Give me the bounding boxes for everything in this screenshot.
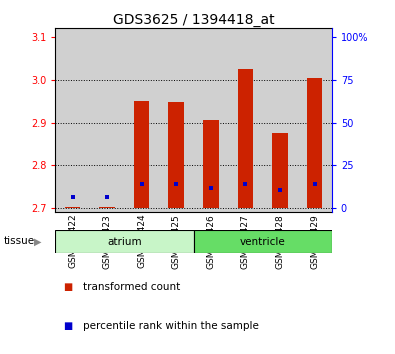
- Bar: [238, 69, 253, 208]
- Bar: [169, 102, 184, 208]
- Bar: [194, 230, 332, 253]
- Text: ■: ■: [63, 282, 72, 292]
- Bar: [134, 101, 149, 208]
- Bar: [100, 207, 115, 208]
- Bar: [203, 120, 218, 208]
- Text: ventricle: ventricle: [240, 236, 286, 247]
- Bar: [90, 28, 124, 212]
- Text: transformed count: transformed count: [83, 282, 180, 292]
- Bar: [263, 28, 297, 212]
- Bar: [297, 28, 332, 212]
- Text: ■: ■: [63, 321, 72, 331]
- Text: percentile rank within the sample: percentile rank within the sample: [83, 321, 259, 331]
- Bar: [55, 28, 90, 212]
- Bar: [55, 230, 194, 253]
- Title: GDS3625 / 1394418_at: GDS3625 / 1394418_at: [113, 13, 275, 27]
- Text: ▶: ▶: [34, 236, 41, 246]
- Text: atrium: atrium: [107, 236, 142, 247]
- Bar: [159, 28, 194, 212]
- Text: tissue: tissue: [4, 236, 35, 246]
- Bar: [307, 78, 322, 208]
- Bar: [65, 207, 80, 208]
- Bar: [194, 28, 228, 212]
- Bar: [272, 133, 288, 208]
- Bar: [124, 28, 159, 212]
- Bar: [228, 28, 263, 212]
